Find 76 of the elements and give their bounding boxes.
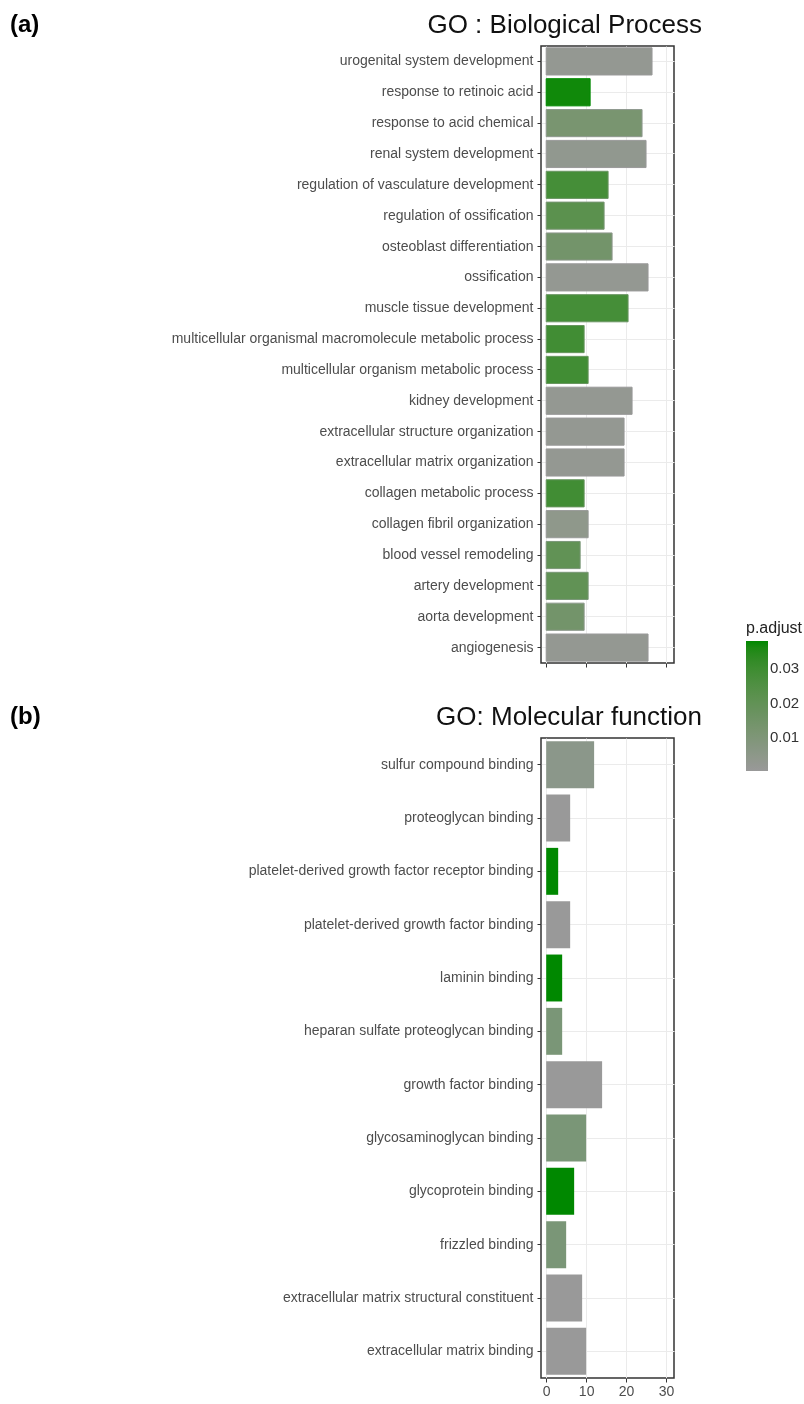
y-tick-label: response to acid chemical (371, 114, 534, 131)
bar (545, 201, 605, 230)
bar (545, 386, 633, 415)
y-tick-label: regulation of ossification (383, 206, 534, 223)
bar (545, 139, 647, 169)
bar (545, 510, 589, 539)
y-tick-label: collagen metabolic process (364, 484, 534, 501)
bar (545, 263, 649, 292)
y-tick-label: multicellular organism metabolic process (281, 360, 534, 377)
bar (545, 355, 589, 384)
bar (546, 901, 571, 949)
y-tick-label: response to retinoic acid (381, 83, 534, 100)
bar (545, 232, 613, 261)
bar (546, 794, 571, 842)
y-tick-label: glycosaminoglycan binding (366, 1129, 534, 1145)
y-tick-label: ossification (464, 268, 534, 285)
bar (545, 47, 653, 76)
y-tick-label: urogenital system development (339, 52, 534, 69)
bar (546, 1274, 583, 1322)
bar (545, 170, 609, 199)
bar (546, 1221, 567, 1269)
bar (546, 1167, 575, 1215)
bar (546, 954, 563, 1002)
color-bar-label: 0.03 (770, 659, 800, 677)
x-tick-label: 0 (542, 1382, 551, 1399)
bar (545, 294, 629, 323)
y-tick-label: artery development (413, 576, 534, 593)
y-tick-label: frizzled binding (440, 1235, 534, 1252)
bar (546, 1061, 603, 1109)
y-tick-label: blood vessel remodeling (382, 546, 534, 563)
bar (546, 1007, 563, 1055)
y-tick-label: osteoblast differentiation (381, 237, 534, 254)
y-tick-label: collagen fibril organization (371, 515, 534, 532)
bar (546, 1327, 587, 1375)
bar (545, 479, 585, 508)
bar (545, 109, 643, 138)
y-tick-label: extracellular matrix binding (366, 1342, 534, 1359)
x-tick-label: 20 (618, 1382, 635, 1399)
y-tick-label: growth factor binding (403, 1075, 534, 1092)
y-tick-label: sulfur compound binding (380, 755, 534, 772)
y-tick-label: muscle tissue development (364, 299, 534, 316)
chart-title: GO : Biological Process (427, 9, 702, 39)
y-tick-label: extracellular structure organization (319, 422, 534, 439)
text: (b) (10, 702, 41, 730)
y-tick-label: platelet-derived growth factor binding (303, 915, 534, 932)
bar (545, 540, 581, 570)
y-tick-label: glycoprotein binding (408, 1182, 534, 1199)
color-bar-label: 0.02 (770, 693, 800, 711)
bar (546, 847, 559, 895)
bar (545, 602, 585, 631)
y-tick-label: angiogenesis (450, 638, 534, 655)
y-tick-label: heparan sulfate proteoglycan binding (303, 1022, 534, 1039)
bar (545, 325, 585, 354)
color-bar-title: p.adjust (746, 619, 803, 636)
bar (546, 741, 595, 789)
y-tick-label: laminin binding (440, 969, 534, 985)
y-tick-label: platelet-derived growth factor receptor binding (248, 862, 534, 879)
bar (546, 1114, 587, 1162)
x-tick-label: 30 (658, 1382, 675, 1399)
x-tick-label: 10 (578, 1382, 595, 1399)
y-tick-label: proteoglycan binding (404, 809, 534, 825)
bar (545, 571, 589, 600)
bar (545, 448, 625, 477)
bar (545, 78, 591, 107)
y-tick-label: extracellular matrix structural constituent (282, 1289, 534, 1305)
bar (545, 417, 625, 446)
bar (545, 633, 649, 662)
y-tick-label: extracellular matrix organization (335, 453, 534, 470)
y-tick-label: kidney development (408, 391, 534, 408)
text: (a) (10, 10, 40, 38)
y-tick-label: multicellular organismal macromolecule metabolic process (171, 330, 534, 347)
y-tick-label: aorta development (417, 607, 534, 624)
y-tick-label: regulation of vasculature development (296, 175, 534, 192)
chart-title: GO: Molecular function (436, 701, 702, 731)
color-bar-label: 0.01 (770, 727, 800, 745)
y-tick-label: renal system development (370, 144, 534, 161)
